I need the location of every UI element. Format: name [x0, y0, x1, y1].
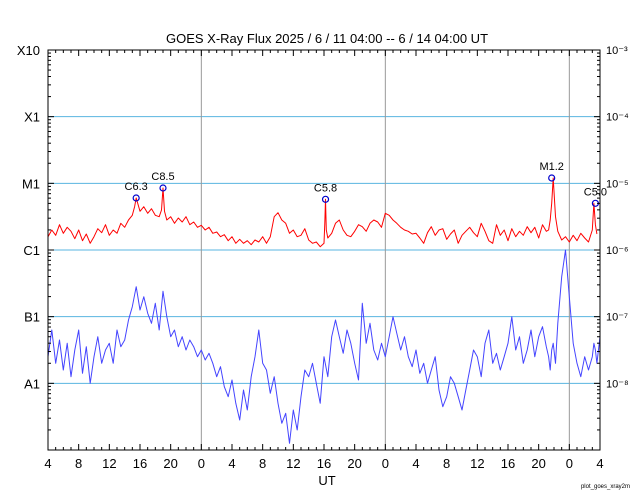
y-tick-label-class: A1: [24, 376, 40, 391]
x-tick-label: 0: [566, 456, 573, 471]
x-tick-label: 20: [347, 456, 361, 471]
flare-markers: C6.3C8.5 C5.8 M1.2 C5.0: [125, 161, 607, 207]
x-tick-label: 8: [259, 456, 266, 471]
short-channel-flux-line: [47, 249, 601, 444]
long-channel-flux-line: [47, 177, 598, 248]
y-tick-label-flux: 10⁻⁶: [606, 245, 629, 257]
flare-marker: [548, 174, 556, 182]
y-tick-label-flux: 10⁻⁷: [606, 312, 628, 324]
x-tick-label: 0: [198, 456, 205, 471]
x-tick-label: 12: [286, 456, 300, 471]
y-tick-label-flux: 10⁻⁸: [606, 378, 629, 390]
y-tick-label-class: B1: [24, 310, 40, 325]
x-tick-label: 4: [44, 456, 51, 471]
axes: X10 X1 M1 C1 B1 A1 10⁻³ 10⁻⁴ 10⁻⁵ 10⁻⁶ 10⁻⁷ 10⁻⁸ 4 8 1…: [17, 43, 629, 471]
x-tick-label: 4: [412, 456, 419, 471]
flare-label: C8.5: [151, 171, 174, 183]
y-tick-label-class: X1: [24, 110, 40, 125]
y-tick-label-flux: 10⁻⁴: [606, 112, 629, 124]
plot-footer: plot_goes_xray2m: [581, 484, 630, 490]
x-tick-label: 20: [531, 456, 545, 471]
x-tick-label: 16: [133, 456, 147, 471]
x-tick-label: 16: [501, 456, 515, 471]
y-tick-label-class: X10: [17, 43, 40, 58]
x-tick-label: 4: [228, 456, 235, 471]
y-tick-label-class: M1: [22, 176, 40, 191]
x-axis-label: UT: [318, 473, 335, 488]
y-tick-label-flux: 10⁻³: [606, 45, 628, 57]
x-tick-label: 20: [163, 456, 177, 471]
flare-label: C5.8: [314, 182, 337, 194]
flare-label: C6.3: [125, 181, 148, 193]
x-tick-label: 8: [443, 456, 450, 471]
gridlines: [48, 50, 600, 450]
series-lines: [47, 177, 601, 444]
chart-title: GOES X-Ray Flux 2025 / 6 / 11 04:00 -- 6…: [166, 31, 488, 46]
x-tick-label: 4: [596, 456, 603, 471]
x-tick-label: 8: [75, 456, 82, 471]
y-tick-label-class: C1: [23, 243, 40, 258]
flare-marker: [321, 195, 330, 203]
flare-marker: [132, 194, 140, 202]
x-tick-label: 0: [382, 456, 389, 471]
flare-label: C5.0: [584, 186, 607, 198]
x-tick-label: 16: [317, 456, 331, 471]
x-tick-label: 12: [470, 456, 484, 471]
x-tick-label: 12: [102, 456, 116, 471]
flare-marker: [159, 184, 167, 192]
y-tick-label-flux: 10⁻⁵: [606, 178, 629, 190]
flare-label: M1.2: [539, 161, 563, 173]
